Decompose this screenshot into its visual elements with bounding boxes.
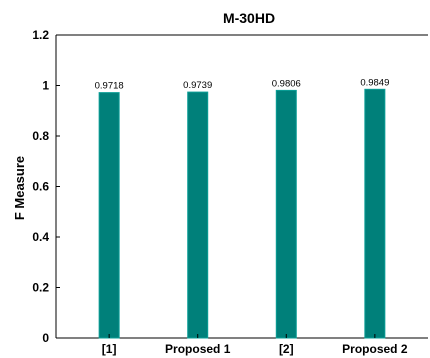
y-tick-label-3: 0.6 <box>32 180 49 194</box>
bar-2 <box>275 89 297 339</box>
x-tick-label-3: Proposed 2 <box>342 342 408 356</box>
y-tick-label-0: 0 <box>42 331 49 345</box>
x-tick-label-2: [2] <box>279 342 294 356</box>
y-tick-label-5: 1 <box>42 79 49 93</box>
y-axis-label: F Measure <box>12 156 27 220</box>
chart-title: M-30HD <box>223 10 275 26</box>
bar-0 <box>98 92 120 339</box>
bar-3 <box>364 88 386 339</box>
y-tick-label-4: 0.8 <box>32 129 49 143</box>
x-tick-label-1: Proposed 1 <box>165 342 231 356</box>
data-label-0: 0.9718 <box>95 81 124 92</box>
x-tick-label-0: [1] <box>102 342 117 356</box>
bars-group <box>98 88 386 339</box>
y-tick-label-6: 1.2 <box>32 28 49 42</box>
data-label-2: 0.9806 <box>272 78 301 89</box>
y-axis-ticks: 0 0.2 0.4 0.6 0.8 1 1.2 <box>32 28 60 345</box>
data-label-3: 0.9849 <box>360 77 389 88</box>
y-tick-label-2: 0.4 <box>32 230 49 244</box>
bar-1 <box>187 91 209 339</box>
data-label-1: 0.9739 <box>183 80 212 91</box>
y-tick-label-1: 0.2 <box>32 281 49 295</box>
x-axis-ticks: [1] Proposed 1 [2] Proposed 2 <box>102 334 408 356</box>
data-labels-group: 0.9718 0.9739 0.9806 0.9849 <box>95 77 390 91</box>
